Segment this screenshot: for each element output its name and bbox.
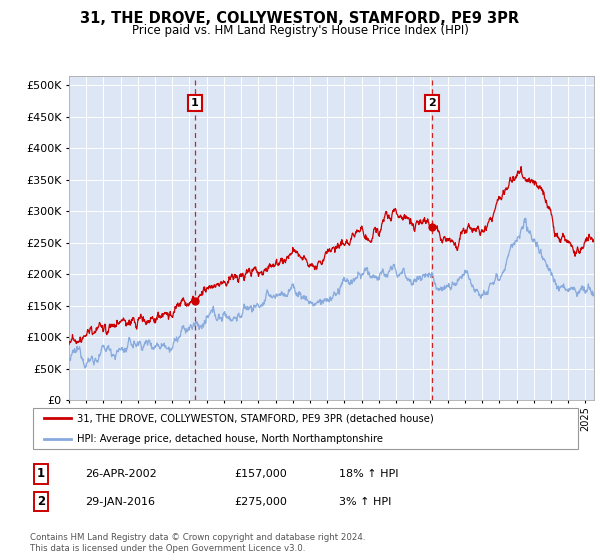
Text: £275,000: £275,000 (234, 497, 287, 507)
Text: 18% ↑ HPI: 18% ↑ HPI (339, 469, 398, 479)
Text: HPI: Average price, detached house, North Northamptonshire: HPI: Average price, detached house, Nort… (77, 433, 383, 444)
Text: 29-JAN-2016: 29-JAN-2016 (85, 497, 155, 507)
Text: £157,000: £157,000 (234, 469, 287, 479)
Text: 26-APR-2002: 26-APR-2002 (85, 469, 157, 479)
Text: 3% ↑ HPI: 3% ↑ HPI (339, 497, 391, 507)
FancyBboxPatch shape (33, 408, 578, 449)
Text: 2: 2 (428, 98, 436, 108)
Text: 31, THE DROVE, COLLYWESTON, STAMFORD, PE9 3PR: 31, THE DROVE, COLLYWESTON, STAMFORD, PE… (80, 11, 520, 26)
Text: 1: 1 (37, 468, 45, 480)
Text: Price paid vs. HM Land Registry's House Price Index (HPI): Price paid vs. HM Land Registry's House … (131, 24, 469, 37)
Text: 1: 1 (191, 98, 199, 108)
Text: 31, THE DROVE, COLLYWESTON, STAMFORD, PE9 3PR (detached house): 31, THE DROVE, COLLYWESTON, STAMFORD, PE… (77, 413, 434, 423)
Text: 2: 2 (37, 495, 45, 508)
Text: Contains HM Land Registry data © Crown copyright and database right 2024.
This d: Contains HM Land Registry data © Crown c… (30, 533, 365, 553)
